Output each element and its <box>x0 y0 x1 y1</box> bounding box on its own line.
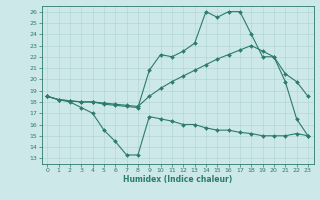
X-axis label: Humidex (Indice chaleur): Humidex (Indice chaleur) <box>123 175 232 184</box>
